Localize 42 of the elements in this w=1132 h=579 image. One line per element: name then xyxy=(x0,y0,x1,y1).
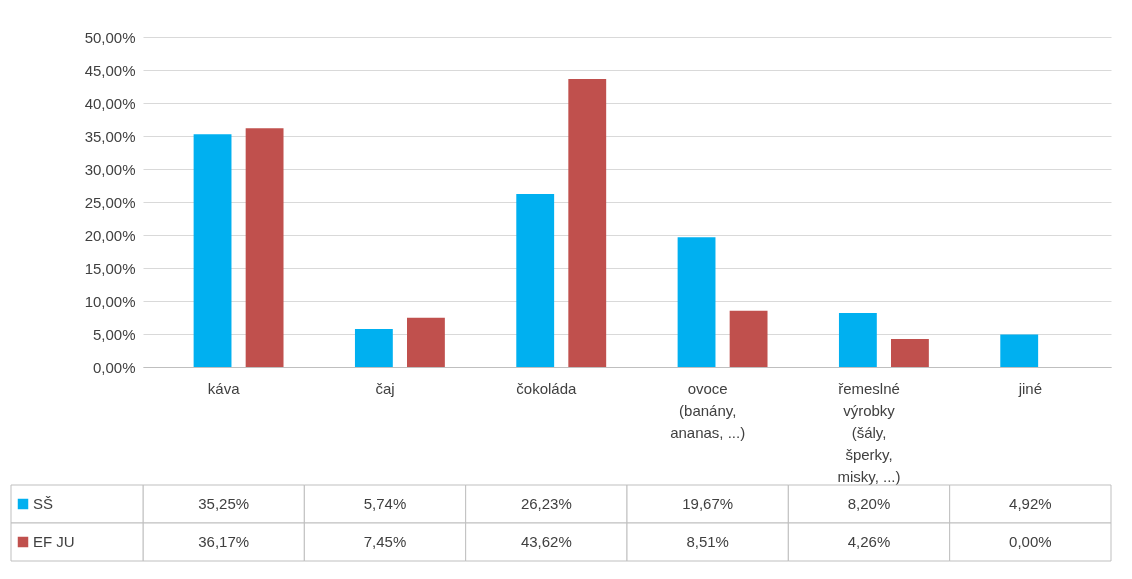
bar xyxy=(354,329,393,367)
data-label: 43,62% xyxy=(520,533,572,550)
data-label: 26,23% xyxy=(520,495,572,512)
bar xyxy=(1000,334,1039,367)
y-tick-label: 50,00% xyxy=(84,28,136,46)
y-tick-label: 10,00% xyxy=(84,292,136,310)
y-tick-label: 5,00% xyxy=(92,325,136,343)
data-label: 7,45% xyxy=(363,533,407,550)
data-label: 36,17% xyxy=(198,533,250,550)
data-label: 4,92% xyxy=(1009,495,1052,512)
bar xyxy=(729,310,768,367)
data-label: 35,25% xyxy=(198,495,250,512)
bar xyxy=(838,312,877,367)
legend-label: SŠ xyxy=(33,495,54,512)
x-tick-label: ovoce (banány, ananas, ...) xyxy=(670,379,746,441)
y-tick-label: 30,00% xyxy=(84,160,136,178)
data-label: 8,51% xyxy=(686,533,729,550)
bar xyxy=(193,134,232,367)
x-tick-label: čokoláda xyxy=(516,379,578,397)
data-label: 5,74% xyxy=(363,495,407,512)
y-tick-label: 25,00% xyxy=(84,193,136,211)
x-tick-label: káva xyxy=(207,379,241,397)
x-tick-label: řemeslné výrobky (šály, šperky, misky, ...) xyxy=(837,379,901,485)
y-tick-label: 20,00% xyxy=(84,226,136,244)
data-label: 0,00% xyxy=(1009,533,1052,550)
bar xyxy=(568,79,607,367)
bar xyxy=(677,237,716,367)
legend-label: EF JU xyxy=(33,533,75,550)
x-tick-label: čaj xyxy=(375,379,395,397)
y-tick-label: 45,00% xyxy=(84,61,136,79)
y-tick-label: 15,00% xyxy=(84,259,136,277)
bar xyxy=(407,317,445,367)
data-label: 4,26% xyxy=(847,533,891,550)
y-tick-label: 35,00% xyxy=(84,127,136,145)
bar xyxy=(245,128,284,367)
y-tick-label: 40,00% xyxy=(84,94,136,112)
bar xyxy=(516,193,555,367)
data-label: 8,20% xyxy=(847,495,891,512)
y-tick-label: 0,00% xyxy=(92,358,136,376)
x-tick-label: jiné xyxy=(1017,379,1043,397)
bar xyxy=(891,338,929,367)
data-label: 19,67% xyxy=(682,495,734,512)
